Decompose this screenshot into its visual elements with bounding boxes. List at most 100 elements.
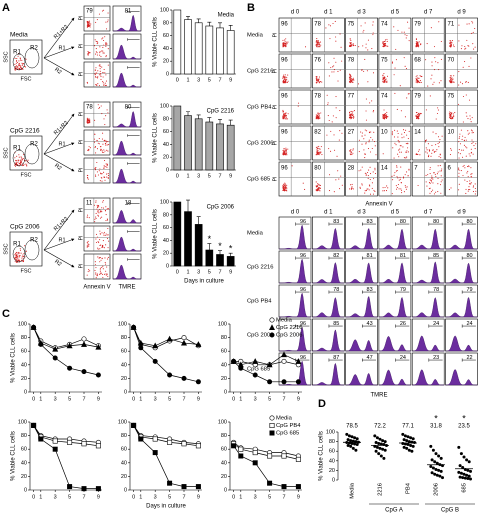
x-tick-label: 0 xyxy=(176,173,179,179)
event-dot xyxy=(318,42,320,44)
event-dot xyxy=(102,80,104,83)
data-point xyxy=(409,436,413,440)
data-point xyxy=(381,439,385,443)
event-dot xyxy=(468,65,470,68)
event-dot xyxy=(102,200,104,202)
event-dot xyxy=(316,78,318,80)
data-point xyxy=(437,454,441,458)
event-dot xyxy=(317,117,319,119)
marker xyxy=(181,339,187,346)
x-tick-label: 3 xyxy=(54,494,57,500)
event-dot xyxy=(397,153,399,155)
event-dot xyxy=(97,256,99,258)
error-bar xyxy=(207,117,212,122)
event-dot xyxy=(416,42,418,45)
event-dot xyxy=(359,186,361,188)
event-dot xyxy=(96,206,99,208)
event-dot xyxy=(349,76,352,78)
flow-plot-frame xyxy=(411,284,445,318)
event-dot xyxy=(396,165,398,167)
event-dot xyxy=(386,111,388,113)
event-dot xyxy=(402,177,405,179)
event-dot xyxy=(107,64,109,66)
data-point xyxy=(431,448,435,452)
event-dot xyxy=(107,256,109,259)
event-dot xyxy=(429,182,431,184)
event-dot xyxy=(286,190,288,192)
event-dot xyxy=(98,65,100,67)
event-dot xyxy=(383,190,385,192)
histogram xyxy=(345,372,378,386)
event-dot xyxy=(404,65,406,67)
event-dot xyxy=(383,46,385,48)
event-dot xyxy=(460,48,462,50)
event-dot xyxy=(19,159,21,161)
percent-label: 80 xyxy=(466,253,472,259)
event-dot xyxy=(441,135,443,137)
event-dot xyxy=(432,182,434,184)
event-dot xyxy=(419,114,421,116)
data-point xyxy=(469,469,472,473)
event-dot xyxy=(417,153,419,155)
event-dot xyxy=(419,80,421,82)
x-tick-label: 1 xyxy=(186,269,189,275)
event-dot xyxy=(302,182,304,184)
event-dot xyxy=(435,144,437,146)
event-dot xyxy=(19,248,21,250)
event-dot xyxy=(105,163,107,165)
marker xyxy=(95,443,101,449)
event-dot xyxy=(285,116,287,119)
event-dot xyxy=(107,176,109,178)
event-dot xyxy=(103,273,105,275)
event-dot xyxy=(416,117,418,119)
axis-label: FSC xyxy=(21,76,32,82)
axis-label: PI xyxy=(272,105,278,110)
event-dot xyxy=(316,81,318,83)
event-dot xyxy=(386,114,388,116)
event-dot xyxy=(104,123,106,126)
event-dot xyxy=(335,107,337,109)
event-dot xyxy=(439,138,441,141)
event-dot xyxy=(449,111,451,113)
event-dot xyxy=(429,187,431,189)
event-dot xyxy=(18,154,20,156)
chart-title: CpG 2216 xyxy=(207,109,235,115)
event-dot xyxy=(469,118,471,120)
event-dot xyxy=(392,147,394,149)
event-dot xyxy=(338,178,340,180)
event-dot xyxy=(282,43,284,45)
event-dot xyxy=(472,185,475,187)
event-dot xyxy=(284,187,286,189)
percent-label: 96 xyxy=(281,22,288,28)
event-dot xyxy=(400,188,402,190)
event-dot xyxy=(86,274,88,276)
event-dot xyxy=(472,141,474,143)
event-dot xyxy=(448,113,450,115)
event-dot xyxy=(365,119,368,121)
event-dot xyxy=(86,214,89,216)
event-dot xyxy=(107,48,109,50)
event-dot xyxy=(465,192,467,195)
event-dot xyxy=(102,276,104,278)
event-dot xyxy=(106,173,108,175)
event-dot xyxy=(418,77,420,79)
event-dot xyxy=(105,244,107,246)
event-dot xyxy=(22,164,25,166)
mean-label: 23.5 xyxy=(458,424,470,430)
event-dot xyxy=(470,182,472,184)
histogram xyxy=(345,295,378,318)
event-dot xyxy=(397,29,399,31)
event-dot xyxy=(105,144,107,146)
chart-title: Media xyxy=(218,13,235,19)
event-dot xyxy=(358,170,360,172)
event-dot xyxy=(332,22,334,25)
event-dot xyxy=(283,151,285,153)
data-point xyxy=(379,442,383,446)
event-dot xyxy=(428,154,430,156)
event-dot xyxy=(451,82,453,84)
event-dot xyxy=(286,77,288,79)
event-dot xyxy=(470,148,472,150)
event-dot xyxy=(467,130,469,132)
event-dot xyxy=(285,46,287,48)
event-dot xyxy=(285,118,287,120)
